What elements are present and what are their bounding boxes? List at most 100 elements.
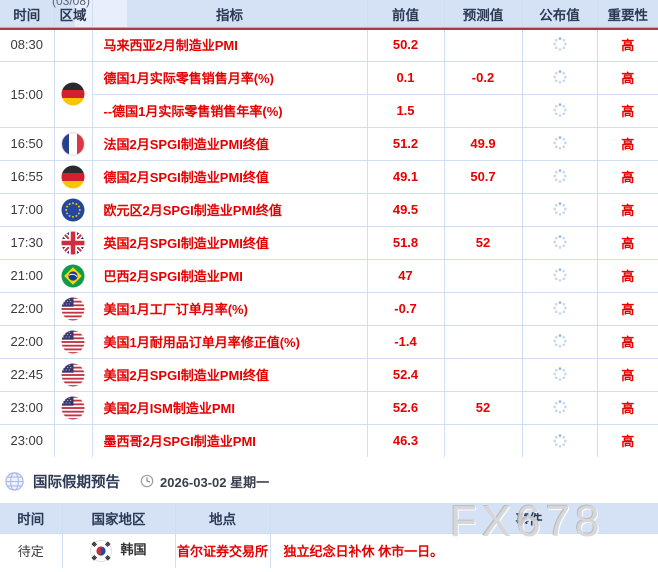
region-flag-cell xyxy=(53,291,93,326)
indicator-cell: 德国1月实际零售销售月率(%) xyxy=(91,60,368,95)
actual-cell xyxy=(521,225,598,260)
united-kingdom-flag-icon xyxy=(61,231,85,254)
holiday-section-header: 国际假期预告 2026-03-02 星期一 xyxy=(5,467,269,495)
actual-cell xyxy=(521,357,598,392)
calendar-header-row: 时间 区域 指标 前值 预测值 公布值 重要性 xyxy=(0,0,658,29)
calendar-row: 17:00 欧元区2月SPGI制造业PMI终值 49.5 高 xyxy=(0,192,658,227)
forecast-cell xyxy=(443,93,523,128)
date-tab[interactable]: (03/08) xyxy=(52,0,132,9)
indicator-cell: 法国2月SPGI制造业PMI终值 xyxy=(91,126,368,161)
calendar-row: 16:55 德国2月SPGI制造业PMI终值 49.1 50.7 高 xyxy=(0,159,658,194)
united-states-flag-icon xyxy=(61,396,85,419)
holiday-header-row: 时间 国家地区 地点 事件 xyxy=(0,502,658,534)
indicator-cell: 巴西2月SPGI制造业PMI xyxy=(91,258,368,293)
forecast-cell: 52 xyxy=(443,390,523,425)
indicator-cell: 英国2月SPGI制造业PMI终值 xyxy=(91,225,368,260)
holiday-country-cell: 韩国 xyxy=(61,532,176,569)
time-cell: 22:00 xyxy=(0,291,55,326)
importance-cell: 高 xyxy=(596,291,658,326)
loading-spinner-icon xyxy=(552,334,567,348)
calendar-row: --德国1月实际零售销售年率(%) 1.5 高 xyxy=(0,93,658,128)
importance-cell: 高 xyxy=(596,126,658,161)
calendar-row: 22:00 美国1月工厂订单月率(%) -0.7 高 xyxy=(0,291,658,326)
holiday-col-location: 地点 xyxy=(174,502,271,534)
forecast-cell xyxy=(443,27,523,62)
date-tab-label: (03/08) xyxy=(52,0,91,8)
time-cell: 17:30 xyxy=(0,225,55,260)
calendar-row: 22:00 美国1月耐用品订单月率修正值(%) -1.4 高 xyxy=(0,324,658,359)
previous-cell: 49.5 xyxy=(366,192,445,227)
calendar-row: 23:00 墨西哥2月SPGI制造业PMI 46.3 高 xyxy=(0,423,658,458)
time-cell: 23:00 xyxy=(0,423,55,458)
time-cell: 21:00 xyxy=(0,258,55,293)
previous-cell: 49.1 xyxy=(366,159,445,194)
forecast-cell xyxy=(443,192,523,227)
forecast-cell xyxy=(443,258,523,293)
importance-cell: 高 xyxy=(596,423,658,458)
holiday-date: 2026-03-02 星期一 xyxy=(160,474,270,490)
calendar-row: 15:00 德国1月实际零售销售月率(%) 0.1 -0.2 高 xyxy=(0,60,658,128)
loading-spinner-icon xyxy=(552,367,567,381)
loading-spinner-icon xyxy=(552,301,567,315)
col-header-actual: 公布值 xyxy=(521,0,598,29)
brazil-flag-icon xyxy=(61,264,85,287)
holiday-col-time: 时间 xyxy=(0,502,63,534)
holiday-col-event: 事件 xyxy=(269,502,658,534)
importance-cell: 高 xyxy=(596,390,658,425)
importance-cell: 高 xyxy=(596,93,658,128)
time-cell: 15:00 xyxy=(0,60,55,128)
loading-spinner-icon xyxy=(552,433,567,448)
indicator-cell: 德国2月SPGI制造业PMI终值 xyxy=(91,159,368,194)
actual-cell xyxy=(521,324,598,359)
south-korea-flag-icon xyxy=(90,540,113,562)
indicator-cell: 墨西哥2月SPGI制造业PMI xyxy=(91,423,368,458)
clock-icon xyxy=(140,474,154,488)
loading-spinner-icon xyxy=(552,235,567,249)
actual-cell xyxy=(521,159,598,194)
region-flag-cell xyxy=(53,225,93,260)
indicator-cell: 马来西亚2月制造业PMI xyxy=(91,27,368,62)
united-states-flag-icon xyxy=(61,330,85,353)
holiday-col-country: 国家地区 xyxy=(61,502,176,534)
region-flag-cell xyxy=(53,126,93,161)
previous-cell: -0.7 xyxy=(366,291,445,326)
region-flag-cell xyxy=(53,27,93,62)
actual-cell xyxy=(521,423,598,458)
forecast-cell xyxy=(443,291,523,326)
actual-cell xyxy=(521,192,598,227)
previous-cell: 51.8 xyxy=(366,225,445,260)
time-cell: 17:00 xyxy=(0,192,55,227)
forecast-cell: 50.7 xyxy=(443,159,523,194)
previous-cell: 1.5 xyxy=(366,93,445,128)
col-header-forecast: 预测值 xyxy=(443,0,523,29)
time-cell: 16:50 xyxy=(0,126,55,161)
col-header-importance: 重要性 xyxy=(596,0,658,29)
previous-cell: 0.1 xyxy=(366,60,445,95)
united-states-flag-icon xyxy=(61,297,85,320)
time-cell: 22:00 xyxy=(0,324,55,359)
forecast-cell: -0.2 xyxy=(443,60,523,95)
forecast-cell xyxy=(443,423,523,458)
calendar-row: 23:00 美国2月ISM制造业PMI 52.6 52 高 xyxy=(0,390,658,425)
actual-cell xyxy=(521,126,598,161)
actual-cell xyxy=(521,291,598,326)
european-union-flag-icon xyxy=(61,198,85,221)
loading-spinner-icon xyxy=(552,37,567,51)
importance-cell: 高 xyxy=(596,192,658,227)
region-flag-cell xyxy=(53,60,93,128)
forecast-cell xyxy=(443,357,523,392)
previous-cell: 50.2 xyxy=(366,27,445,62)
indicator-cell: 美国1月耐用品订单月率修正值(%) xyxy=(91,324,368,359)
germany-flag-icon xyxy=(61,82,85,106)
col-header-indicator: 指标 xyxy=(91,0,368,29)
actual-cell xyxy=(521,27,598,62)
previous-cell: 46.3 xyxy=(366,423,445,458)
holiday-country-label: 韩国 xyxy=(120,542,147,558)
holiday-event-cell: 独立纪念日补休 休市一日。 xyxy=(269,532,658,569)
france-flag-icon xyxy=(61,131,85,156)
time-cell: 16:55 xyxy=(0,159,55,194)
region-flag-cell xyxy=(53,192,93,227)
loading-spinner-icon xyxy=(552,136,567,150)
holiday-row: 待定 韩国 首尔证券交易所 独立纪念日补休 休市一日。 xyxy=(0,532,658,569)
previous-cell: 52.4 xyxy=(366,357,445,392)
